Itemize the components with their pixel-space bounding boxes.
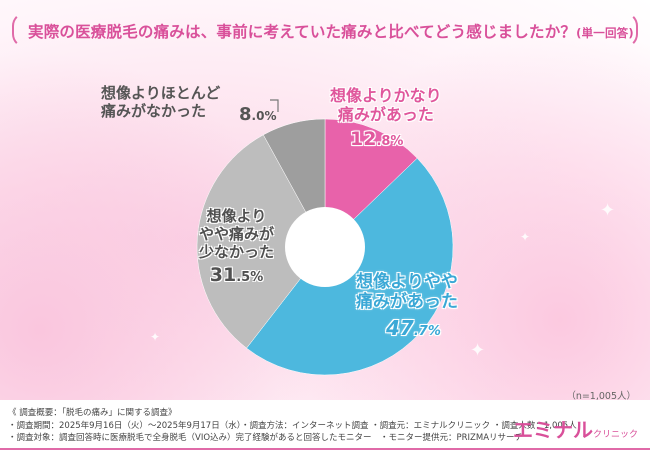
donut-hole — [285, 207, 365, 287]
label-line: 少なかった — [199, 243, 275, 261]
label-percent: 47.7% — [376, 316, 458, 340]
survey-summary: 《 調査概要：「脱毛の痛み」に関する調査》 ・調査期間：2025年9月16日（火… — [8, 407, 577, 445]
sparkle-icon: ✦ — [600, 200, 616, 221]
pct-int: 31 — [209, 264, 237, 286]
label-slice-slightly-less: 想像より やや痛みが 少なかった 31.5% — [199, 207, 274, 287]
label-percent: 12.8% — [330, 128, 442, 151]
title-box: 実際の医療脱毛の痛みは、事前に考えていた痛みと比べてどう感じましたか？(単一回答… — [12, 12, 638, 48]
survey-period: ・調査期間：2025年9月16日（火）～2025年9月17日（水）・調査方法：イ… — [8, 420, 577, 431]
label-slice-none: 想像よりほとんど 痛みがなかった 8.0% — [101, 84, 276, 125]
label-line: 痛みがなかった — [101, 102, 207, 120]
label-line: 痛みがあった — [337, 105, 434, 125]
label-percent: 8.0% — [239, 104, 276, 126]
pct-dec: .8% — [376, 134, 404, 150]
label-line: 想像より — [206, 207, 267, 225]
sparkle-icon: ✦ — [470, 340, 486, 361]
pct-dec: .0% — [251, 109, 277, 123]
label-line: 想像よりやや — [356, 272, 458, 292]
logo-sub: クリニック — [592, 430, 638, 440]
logo-main: エミナル — [512, 418, 593, 442]
pct-int: 12 — [350, 128, 377, 151]
left-bracket — [12, 12, 26, 48]
donut-chart — [196, 99, 454, 376]
label-line: 想像よりかなり — [330, 86, 442, 105]
label-line: やや痛みが — [199, 225, 275, 243]
pct-dec: .5% — [236, 270, 264, 285]
leader-line — [270, 99, 279, 112]
label-line: 痛みがあった — [356, 292, 458, 313]
footer: 《 調査概要：「脱毛の痛み」に関する調査》 ・調査期間：2025年9月16日（火… — [0, 402, 650, 450]
chart-title: 実際の医療脱毛の痛みは、事前に考えていた痛みと比べてどう感じましたか？(単一回答… — [28, 20, 634, 42]
survey-summary-title: 《 調査概要：「脱毛の痛み」に関する調査》 — [8, 408, 177, 418]
brand-logo: エミナルクリニック — [513, 414, 638, 443]
sample-size-note: （n=1,005人） — [566, 391, 636, 402]
pct-dec: .7% — [413, 323, 441, 339]
label-slice-slightly-painful: 想像よりやや 痛みがあった 47.7% — [356, 272, 458, 340]
pct-int: 8 — [239, 104, 252, 125]
title-text: 実際の医療脱毛の痛みは、事前に考えていた痛みと比べてどう感じましたか？ — [28, 23, 577, 41]
title-suffix: (単一回答) — [576, 26, 634, 40]
pie-slice — [196, 134, 326, 349]
right-bracket — [624, 12, 638, 48]
label-slice-very-painful: 想像よりかなり 痛みがあった 12.8% — [330, 86, 442, 151]
sparkle-icon: ✦ — [150, 330, 161, 344]
pct-int: 47 — [386, 315, 414, 340]
label-percent: 31.5% — [199, 264, 274, 287]
sparkle-icon: ✦ — [520, 230, 531, 244]
label-line: 想像よりほとんど — [101, 84, 221, 102]
survey-target: ・調査対象：調査回答時に医療脱毛で全身脱毛（VIO込み）完了経験があると回答した… — [8, 433, 524, 443]
